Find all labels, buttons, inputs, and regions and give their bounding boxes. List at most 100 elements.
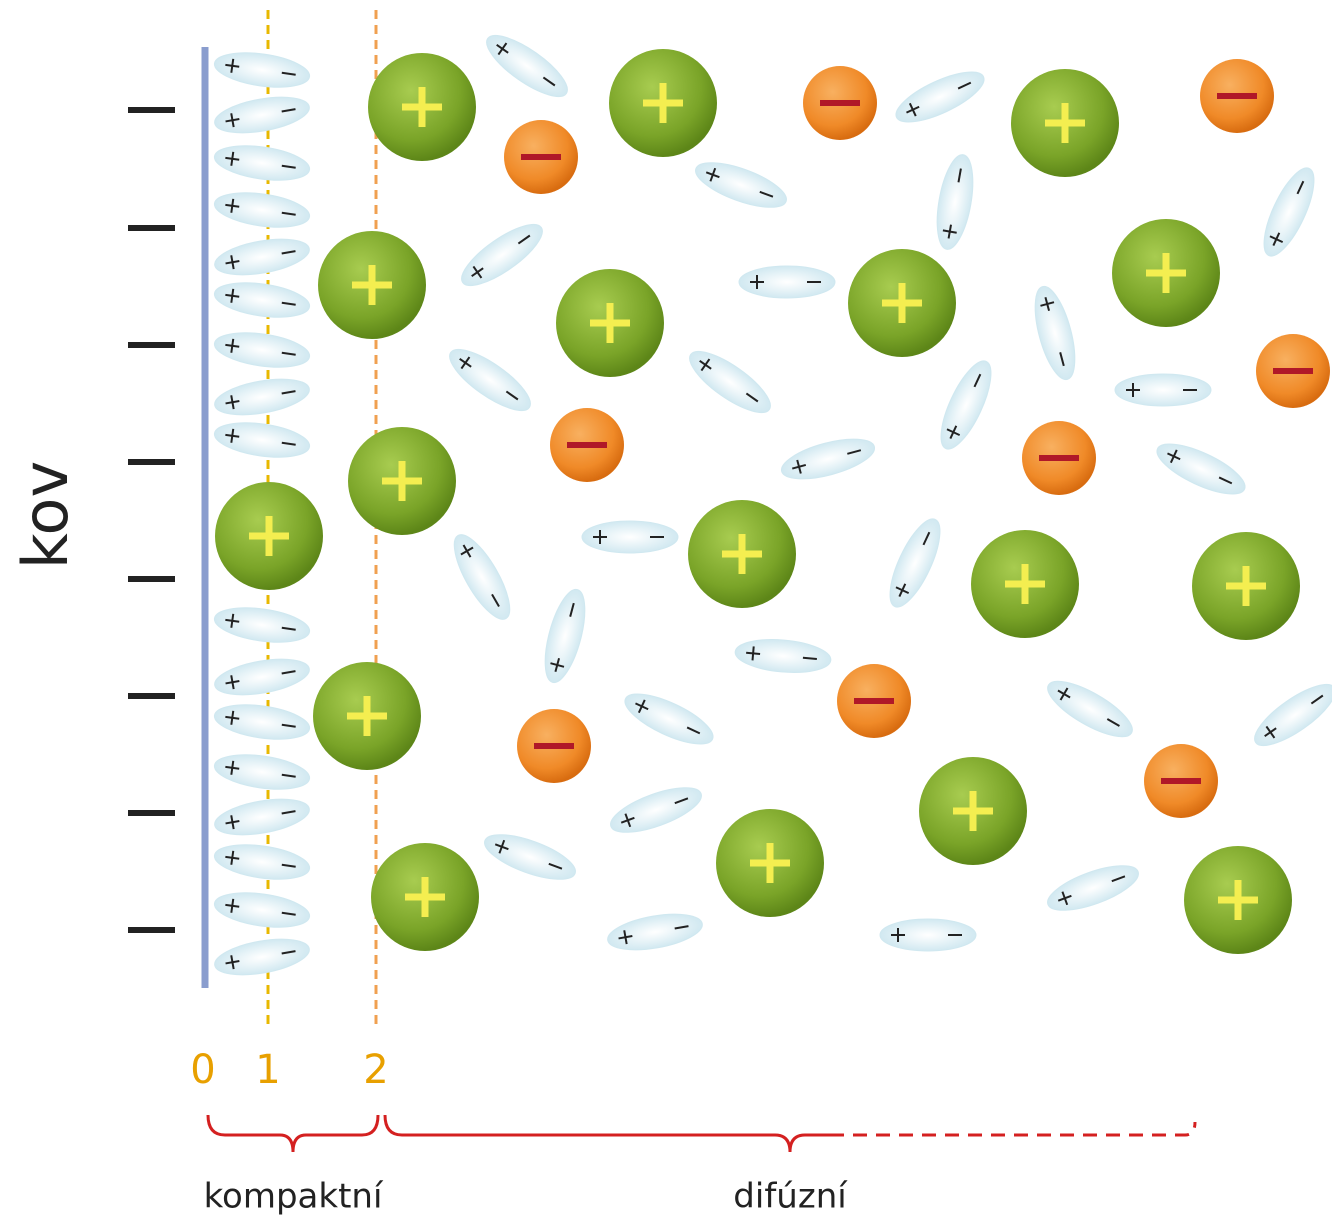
water-dipole xyxy=(212,277,312,322)
dipole-body xyxy=(212,187,312,232)
water-dipole xyxy=(880,513,950,614)
diffuse-brace xyxy=(385,1115,830,1152)
cation xyxy=(556,269,664,377)
dipole-body xyxy=(1247,674,1332,755)
boundary-label: 1 xyxy=(255,1047,280,1093)
water-dipole xyxy=(212,327,312,372)
dipole-body xyxy=(479,826,580,889)
cation xyxy=(1112,219,1220,327)
dipole-body xyxy=(212,839,312,884)
dipole-body xyxy=(1254,162,1324,263)
water-dipole xyxy=(734,636,832,676)
water-dipole xyxy=(739,266,835,298)
anion xyxy=(1256,334,1330,408)
dipole-body xyxy=(212,793,312,841)
water-dipole xyxy=(880,919,976,951)
cation xyxy=(318,231,426,339)
water-dipole xyxy=(682,341,779,422)
cation xyxy=(1011,69,1119,177)
anion xyxy=(1022,421,1096,495)
water-dipole xyxy=(1040,671,1139,747)
dipole-body xyxy=(1042,857,1143,920)
water-dipole xyxy=(212,793,312,841)
water-dipole xyxy=(444,527,520,626)
cation xyxy=(313,662,421,770)
dipole-body xyxy=(212,602,312,647)
cation xyxy=(919,757,1027,865)
dipole-body xyxy=(442,339,539,420)
dipole-body xyxy=(890,62,991,132)
water-dipole xyxy=(212,91,312,139)
dipole-body xyxy=(212,653,312,701)
minus xyxy=(803,658,817,659)
dipole-body xyxy=(1040,671,1139,747)
water-dipole xyxy=(212,187,312,232)
cation xyxy=(609,49,717,157)
cation xyxy=(371,843,479,951)
dipole-body xyxy=(444,527,520,626)
cation xyxy=(848,249,956,357)
water-dipole xyxy=(605,908,705,956)
cation xyxy=(1184,846,1292,954)
water-dipole xyxy=(1115,374,1211,406)
anion xyxy=(803,66,877,140)
diffuse-brace-dashed xyxy=(830,1122,1195,1135)
dipole-body xyxy=(931,152,979,252)
metal-label: kov xyxy=(9,461,82,569)
cation xyxy=(215,482,323,590)
water-dipole xyxy=(537,585,593,686)
compact-brace xyxy=(208,1115,378,1152)
dipole-body xyxy=(605,779,706,842)
dipole-body xyxy=(880,513,950,614)
water-dipole xyxy=(479,826,580,889)
boundary-label: 2 xyxy=(363,1047,388,1093)
water-dipole xyxy=(931,152,979,252)
region-label: kompaktní xyxy=(204,1177,384,1217)
water-dipole xyxy=(212,373,312,421)
water-dipole xyxy=(582,521,678,553)
anion xyxy=(550,408,624,482)
water-dipole xyxy=(212,233,312,281)
anion xyxy=(1144,744,1218,818)
particles xyxy=(212,25,1332,981)
anion xyxy=(517,709,591,783)
boundary-label: 0 xyxy=(190,1047,215,1093)
cation xyxy=(348,427,456,535)
water-dipole xyxy=(1247,674,1332,755)
water-dipole xyxy=(442,339,539,420)
water-dipole xyxy=(212,653,312,701)
water-dipole xyxy=(1254,162,1324,263)
water-dipole xyxy=(212,887,312,932)
cation xyxy=(971,530,1079,638)
double-layer-diagram: kov 0 1 2 kompaktní difúzní xyxy=(0,0,1332,1221)
cation xyxy=(368,53,476,161)
dipole-body xyxy=(454,214,551,295)
cation xyxy=(1192,532,1300,640)
dipole-body xyxy=(212,277,312,322)
water-dipole xyxy=(619,684,720,754)
dipole-body xyxy=(690,154,791,217)
cation xyxy=(688,500,796,608)
cation xyxy=(716,809,824,917)
dipole-body xyxy=(212,699,312,744)
dipole-body xyxy=(931,355,1001,456)
water-dipole xyxy=(212,933,312,981)
water-dipole xyxy=(479,25,576,106)
dipole-body xyxy=(212,887,312,932)
dipole-body xyxy=(1151,434,1252,504)
anion xyxy=(837,664,911,738)
water-dipole xyxy=(212,749,312,794)
water-dipole xyxy=(212,602,312,647)
water-dipole xyxy=(1027,282,1083,383)
dipole-body xyxy=(212,417,312,462)
water-dipole xyxy=(212,699,312,744)
water-dipole xyxy=(212,47,312,92)
dipole-body xyxy=(212,373,312,421)
dipole-body xyxy=(777,431,878,487)
water-dipole xyxy=(454,214,551,295)
water-dipole xyxy=(212,839,312,884)
dipole-body xyxy=(212,327,312,372)
dipole-body xyxy=(212,47,312,92)
water-dipole xyxy=(777,431,878,487)
dipole-body xyxy=(605,908,705,956)
